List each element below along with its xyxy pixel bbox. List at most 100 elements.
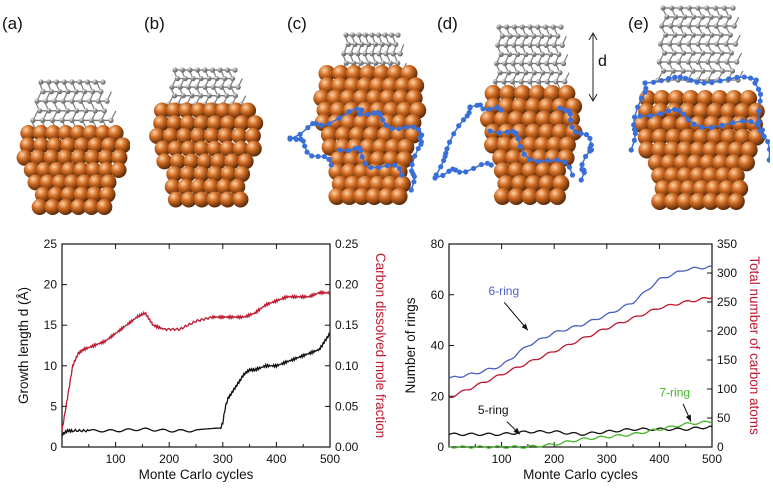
dissolved-carbon-atom (631, 137, 638, 143)
dissolved-carbon-atom (456, 123, 462, 129)
nickel-atom (715, 193, 733, 210)
growth-length-label: d (598, 53, 607, 70)
dissolved-carbon-atom (521, 151, 527, 157)
chart-0-ytick-right-label: 0.05 (335, 399, 359, 413)
dissolved-carbon-atom (672, 74, 678, 80)
dissolved-carbon-atom (300, 138, 306, 144)
dissolved-carbon-atom (432, 175, 438, 181)
chart-1-ytick-right-label: 50 (717, 411, 731, 425)
nickel-atom (521, 188, 539, 205)
chart-1-xtick-label: 500 (702, 452, 722, 466)
nickel-atom (111, 149, 128, 166)
dissolved-carbon-atom (648, 113, 654, 119)
nickel-atom (731, 180, 749, 198)
dissolved-carbon-atom (569, 124, 575, 130)
nickel-atom (633, 115, 651, 133)
dissolved-carbon-atom (446, 139, 453, 145)
nickel-atom (48, 162, 65, 178)
nickel-atom (740, 141, 758, 159)
chart-1-xtick-label: 200 (544, 452, 564, 466)
dissolved-carbon-atom (631, 114, 638, 120)
nickel-atom (499, 85, 517, 102)
nickel-atom (378, 188, 396, 205)
nickel-atom (73, 137, 90, 154)
chart-1-ytick-label: 60 (431, 288, 445, 302)
dissolved-carbon-atom (388, 125, 395, 132)
nanotube-render-b (149, 67, 264, 208)
dissolved-carbon-atom (740, 118, 746, 124)
nickel-atom (193, 191, 210, 208)
nickel-atom (551, 123, 569, 141)
dissolved-carbon-atom (639, 95, 645, 101)
chart-1-ytick-right-label: 150 (717, 353, 737, 367)
chart-1-ytick-label: 20 (431, 389, 445, 403)
nickel-atom (57, 125, 74, 141)
dissolved-carbon-atom (488, 162, 494, 168)
dissolved-carbon-atom (321, 153, 327, 160)
dissolved-carbon-atom (748, 119, 754, 125)
nickel-atom (706, 102, 724, 120)
dissolved-carbon-atom (463, 169, 469, 175)
dissolved-carbon-atom (318, 122, 324, 128)
chart-0-frame (61, 243, 331, 448)
dissolved-carbon-atom (567, 111, 573, 117)
nickel-atom (558, 85, 576, 102)
nickel-atom (167, 140, 184, 157)
nickel-atom (496, 136, 514, 154)
dissolved-carbon-atom (708, 124, 714, 131)
chart-1-series-3 (448, 420, 713, 449)
chart-0-ylabel: Growth length d (Å) (16, 287, 31, 404)
chart-1-ytick-right-label: 100 (717, 382, 737, 396)
dissolved-carbon-atom (759, 127, 766, 133)
nickel-atom (176, 127, 193, 144)
nickel-atom (637, 128, 655, 146)
chart-0-ytick-right-label: 0.10 (335, 359, 359, 373)
nickel-atom (692, 180, 710, 198)
nickel-atom (231, 127, 248, 144)
nanotube-render-e (628, 5, 770, 210)
nickel-atom (667, 90, 685, 107)
chart-0-ylabel-right: Carbon dissolved mole fraction (373, 253, 388, 438)
carbon-atom (177, 84, 183, 90)
nickel-atom (224, 153, 241, 170)
nickel-atom (197, 153, 213, 170)
nickel-atom (493, 110, 511, 128)
nickel-atom (689, 167, 707, 185)
dissolved-carbon-atom (583, 131, 589, 138)
dissolved-carbon-atom (328, 162, 334, 168)
nickel-atom (718, 180, 736, 198)
dissolved-carbon-atom (635, 104, 641, 110)
dissolved-carbon-atom (676, 107, 683, 114)
dissolved-carbon-atom (411, 179, 417, 185)
nickel-atom (524, 175, 542, 193)
carbon-atom (732, 41, 739, 47)
dissolved-carbon-atom (451, 131, 457, 137)
dissolved-carbon-atom (365, 111, 371, 118)
nickel-atom (651, 128, 669, 146)
chart-1-ytick-label: 80 (431, 237, 445, 251)
carbon-atom (185, 84, 192, 90)
nickel-atom (216, 178, 233, 195)
nickel-atom (663, 193, 681, 210)
chart-1-ytick-label: 0 (437, 440, 444, 454)
chart-0-xtick-label: 400 (266, 452, 286, 466)
dissolved-carbon-atom (397, 165, 403, 172)
nickel-atom (96, 199, 113, 215)
carbon-atom (558, 24, 564, 30)
nickel-atom (178, 102, 195, 119)
chart-1-series-2 (448, 425, 713, 437)
chart-0-series-1 (61, 331, 331, 438)
nickel-atom (247, 115, 264, 132)
dissolved-carbon-atom (632, 130, 638, 137)
nickel-atom (531, 149, 549, 167)
nickel-atom (514, 85, 532, 102)
dissolved-carbon-atom (441, 157, 447, 164)
nickel-atom (511, 97, 529, 115)
dissolved-carbon-atom (681, 111, 687, 117)
nickel-atom (39, 174, 56, 191)
dissolved-carbon-atom (345, 147, 352, 154)
nickel-atom (100, 174, 117, 191)
chart-1-ytick-right-label: 200 (717, 324, 737, 338)
nickel-atom (321, 138, 339, 156)
carbon-atom (104, 98, 110, 104)
